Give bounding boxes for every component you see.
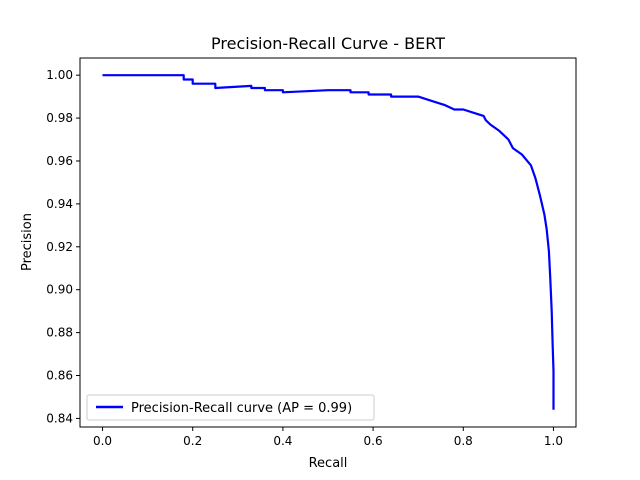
y-tick-label: 1.00 — [46, 68, 73, 82]
y-tick-label: 0.90 — [46, 283, 73, 297]
y-tick-label: 0.92 — [46, 240, 73, 254]
pr-curve-line — [102, 74, 555, 410]
series-layer — [102, 74, 555, 410]
legend-label: Precision-Recall curve (AP = 0.99) — [131, 401, 352, 416]
legend: Precision-Recall curve (AP = 0.99) — [86, 394, 375, 421]
axis-ticks: 0.0 0.2 0.4 0.6 0.8 1.0 0.84 0.86 0.88 0.90 0.92 0.… — [46, 68, 563, 448]
y-tick-label: 0.86 — [46, 369, 73, 383]
y-tick-label: 0.84 — [46, 411, 73, 425]
axes-frame — [79, 57, 577, 428]
x-tick-label: 0.6 — [364, 434, 383, 448]
x-tick-label: 0.4 — [273, 434, 292, 448]
x-tick-label: 0.8 — [454, 434, 473, 448]
y-tick-label: 0.94 — [46, 197, 73, 211]
chart-title: Precision-Recall Curve - BERT — [211, 34, 445, 53]
legend-box — [86, 394, 375, 421]
y-tick-label: 0.98 — [46, 111, 73, 125]
x-tick-label: 1.0 — [544, 434, 563, 448]
x-tick-label: 0.2 — [183, 434, 202, 448]
x-axis-label: Recall — [309, 456, 348, 471]
y-tick-label: 0.96 — [46, 154, 73, 168]
y-axis-label: Precision — [20, 213, 35, 271]
y-tick-label: 0.88 — [46, 326, 73, 340]
x-tick-label: 0.0 — [93, 434, 112, 448]
